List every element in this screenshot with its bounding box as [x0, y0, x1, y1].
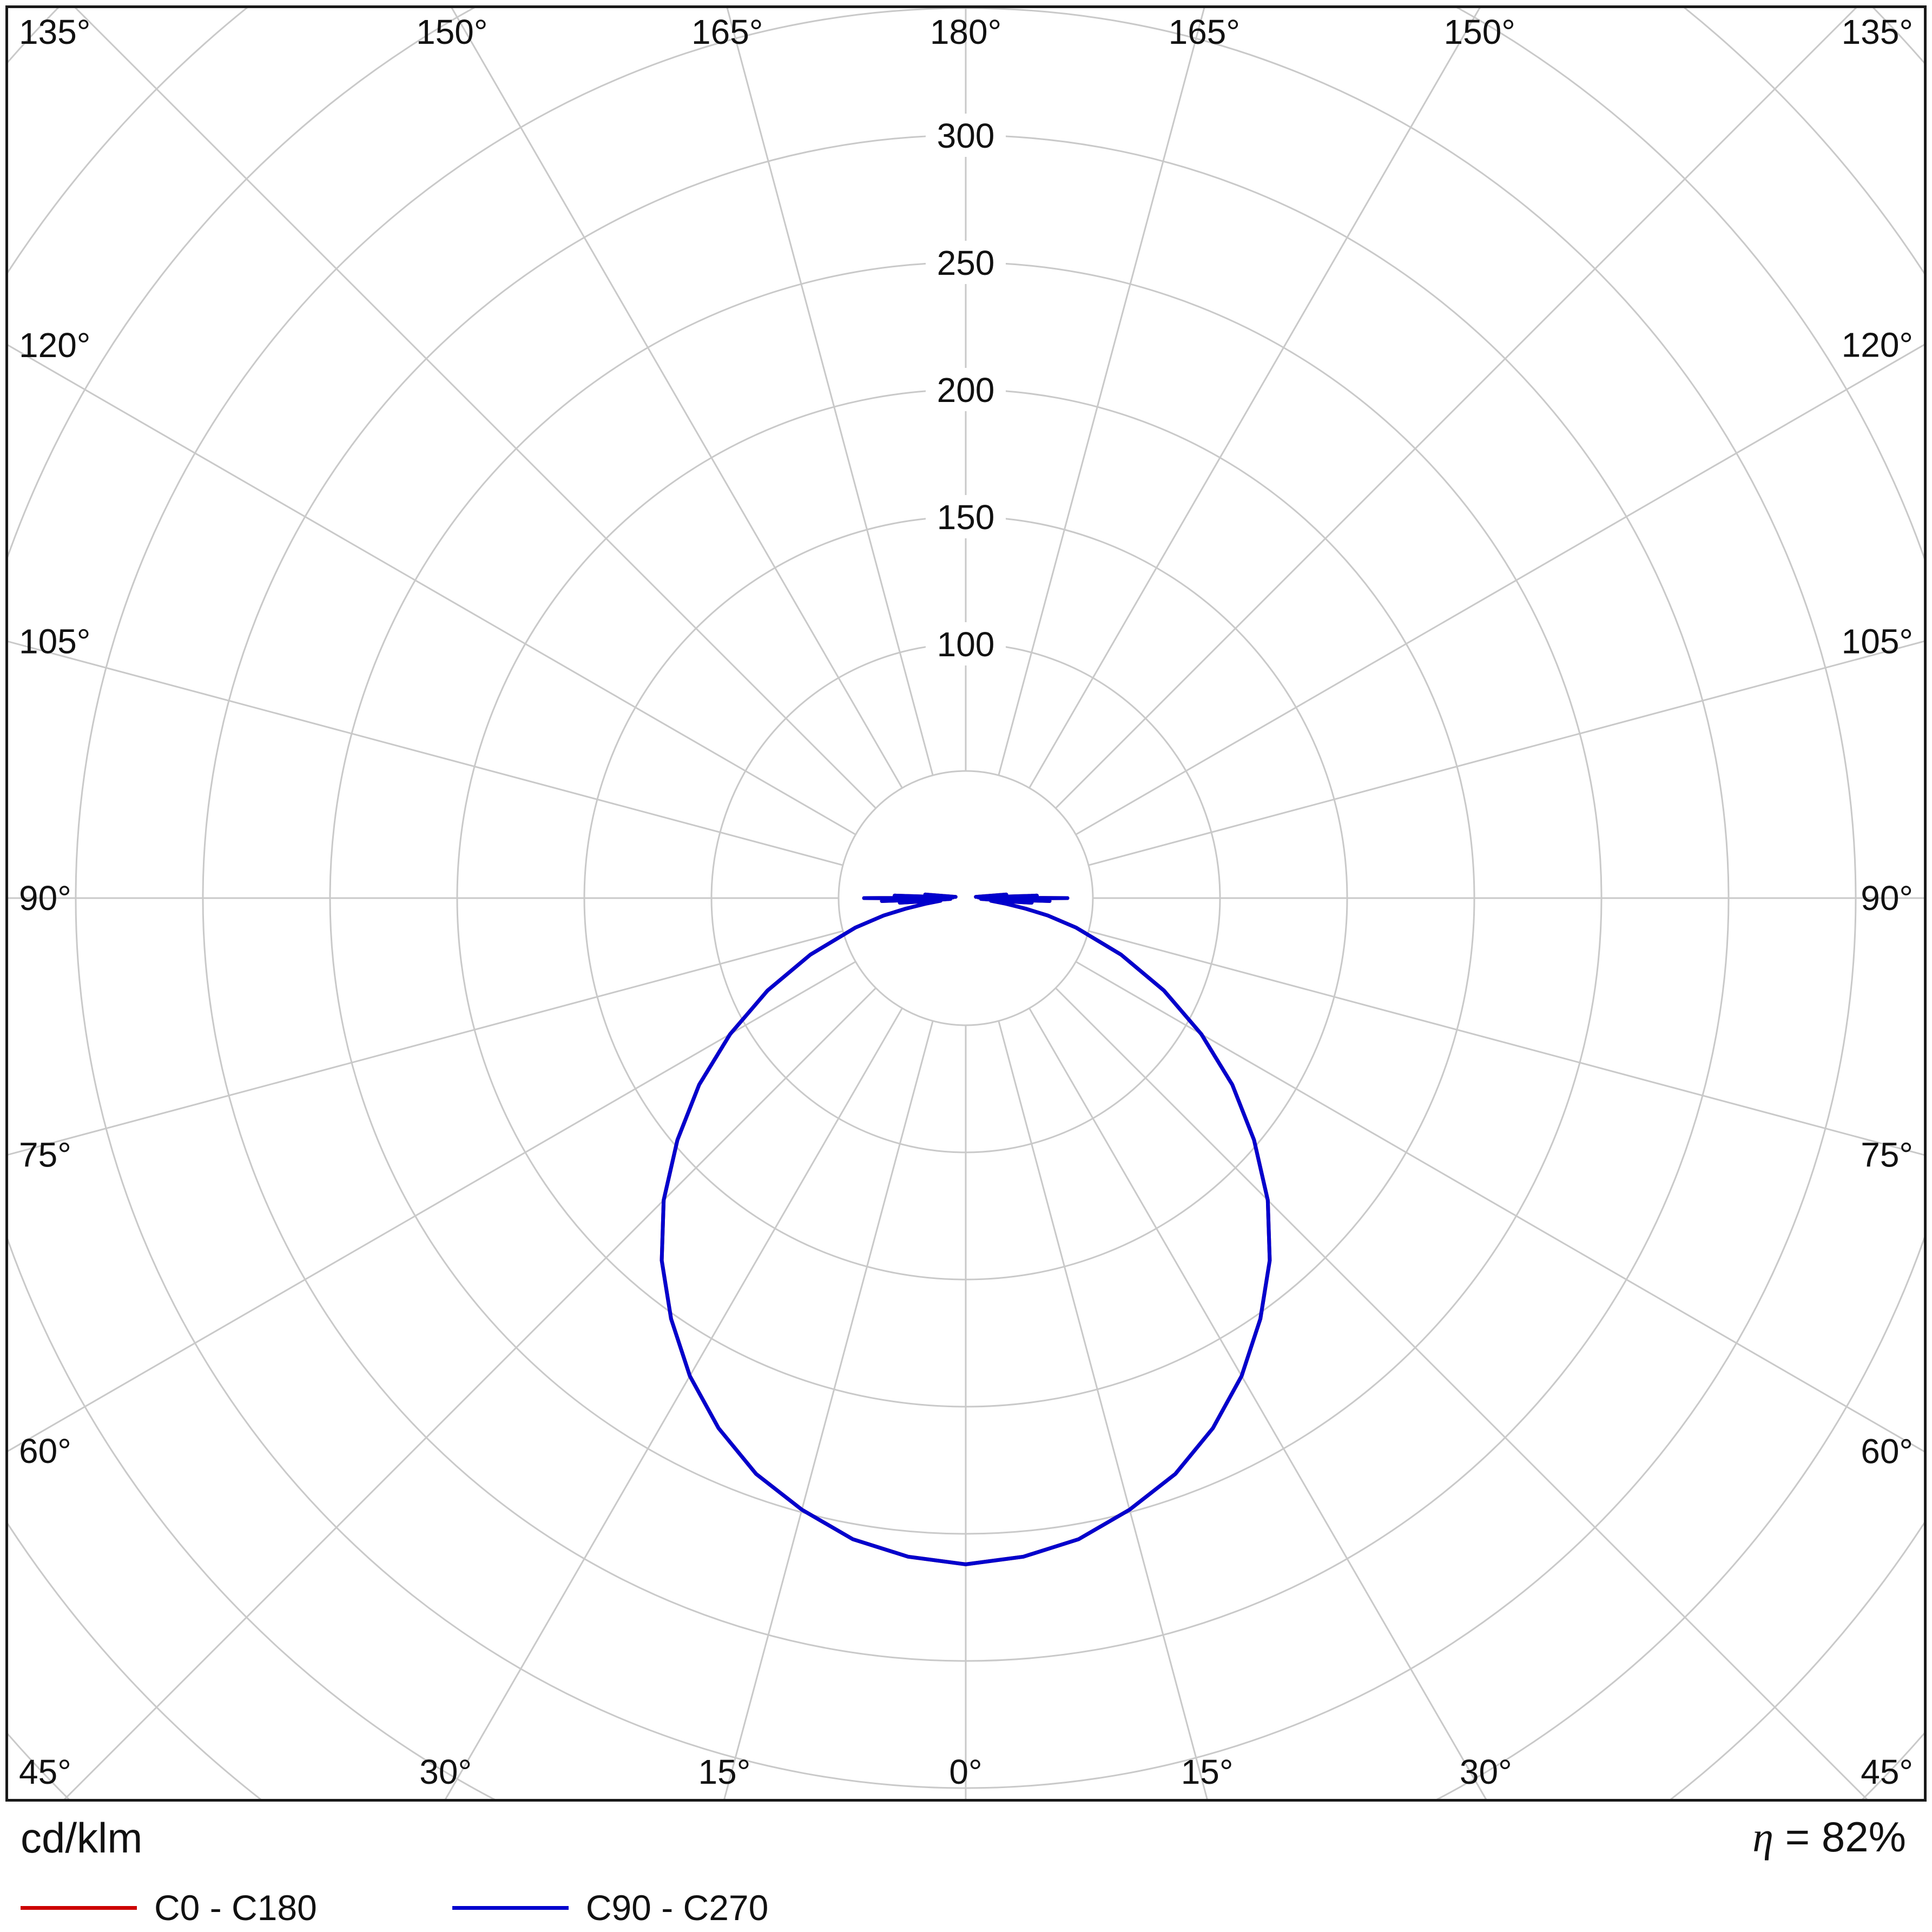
radial-label-mask — [926, 368, 1006, 411]
eta-symbol: η — [1752, 1814, 1773, 1861]
angle-tick-label: 135° — [19, 12, 90, 51]
radial-tick-label: 300 — [937, 116, 995, 155]
polar-chart-frame: 100 150 200 250 300 0° 15° 15° 30° 30° 45° 45° 60° 60… — [5, 5, 1927, 1802]
legend-item-c0-c180: C0 - C180 — [21, 1887, 317, 1928]
angle-tick-label: 135° — [1842, 12, 1913, 51]
angle-tick-label: 120° — [19, 326, 90, 365]
legend-label-c90-c270: C90 - C270 — [585, 1888, 769, 1928]
angle-tick-label: 75° — [19, 1135, 71, 1174]
grid-spoke — [1055, 987, 1868, 1799]
curve-c90-c270 — [660, 892, 1272, 1566]
legend-line-c90-c270 — [452, 1905, 569, 1910]
angle-tick-label: 90° — [19, 879, 71, 918]
grid-spoke — [1075, 961, 1924, 1453]
grid-spoke — [998, 8, 1205, 776]
grid-spoke — [1088, 930, 1924, 1156]
grid-spoke — [8, 344, 856, 835]
grid-spoke — [8, 930, 843, 1156]
angle-tick-label: 0° — [949, 1752, 982, 1791]
angle-tick-label: 150° — [416, 12, 487, 51]
angle-tick-label: 90° — [1861, 879, 1913, 918]
angle-tick-label: 180° — [930, 12, 1001, 51]
radial-label-mask — [926, 114, 1006, 157]
grid-spoke — [8, 641, 843, 866]
angle-tick-label: 165° — [1169, 12, 1240, 51]
grid-spoke — [63, 987, 876, 1799]
legend-line-c0-c180 — [21, 1905, 137, 1910]
legend: C0 - C180 C90 - C270 — [21, 1887, 904, 1928]
radial-label-mask — [926, 622, 1006, 665]
grid-spoke — [8, 961, 856, 1452]
angle-tick-label: 165° — [691, 12, 763, 51]
angle-tick-label: 30° — [419, 1752, 472, 1791]
grid-spoke — [1088, 640, 1924, 866]
polar-chart: 100 150 200 250 300 0° 15° 15° 30° 30° 45° 45° 60° 60… — [8, 8, 1924, 1799]
grid-spoke — [1055, 8, 1857, 809]
radial-tick-label: 250 — [937, 243, 995, 282]
legend-label-c0-c180: C0 - C180 — [154, 1888, 317, 1928]
angle-tick-label: 60° — [19, 1432, 71, 1471]
grid-spoke — [1028, 8, 1481, 789]
angle-tick-label: 120° — [1842, 326, 1913, 365]
eta-value: = 82% — [1773, 1813, 1906, 1861]
grid-spoke — [723, 1020, 934, 1799]
radial-label-mask — [926, 241, 1006, 284]
grid-spoke — [1075, 344, 1924, 835]
grid-spoke — [451, 8, 903, 789]
grid-spoke — [1028, 1007, 1487, 1799]
grid-spoke — [444, 1007, 903, 1799]
efficiency-label: η = 82% — [1752, 1812, 1906, 1862]
grid-spoke — [74, 8, 876, 809]
grid-spoke — [998, 1020, 1208, 1799]
radial-tick-label: 100 — [937, 625, 995, 664]
angle-tick-label: 150° — [1444, 12, 1515, 51]
radial-label-mask — [926, 495, 1006, 538]
radial-tick-label: 150 — [937, 498, 995, 537]
unit-label: cd/klm — [21, 1814, 143, 1862]
angle-tick-label: 105° — [1842, 622, 1913, 661]
radial-tick-label: 200 — [937, 371, 995, 410]
angle-tick-label: 45° — [1861, 1752, 1913, 1791]
angle-tick-label: 45° — [19, 1752, 71, 1791]
grid-spoke — [726, 8, 934, 776]
angle-tick-label: 15° — [698, 1752, 751, 1791]
angle-tick-label: 105° — [19, 622, 90, 661]
angle-tick-label: 15° — [1181, 1752, 1234, 1791]
angle-tick-label: 30° — [1460, 1752, 1512, 1791]
angle-tick-label: 60° — [1861, 1432, 1913, 1471]
legend-item-c90-c270: C90 - C270 — [452, 1887, 769, 1928]
angle-tick-label: 75° — [1861, 1136, 1913, 1175]
